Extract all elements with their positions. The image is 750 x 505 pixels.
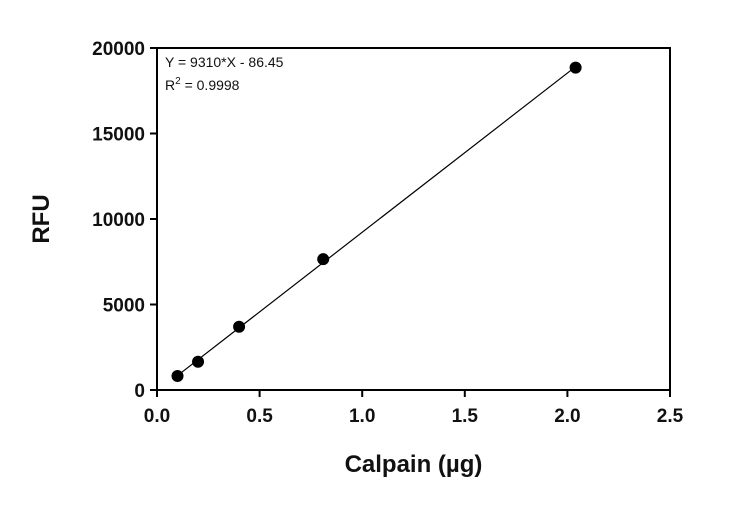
y-axis-title: RFU (28, 194, 55, 243)
y-tick-label: 15000 (92, 125, 145, 146)
x-tick-label: 1.0 (349, 406, 375, 427)
plot-area (156, 47, 671, 391)
r-squared-superscript: 2 (175, 76, 181, 87)
data-point (317, 253, 330, 266)
y-tick-label: 5000 (103, 296, 145, 317)
y-axis-ticks: 0 5000 10000 15000 20000 (92, 39, 157, 402)
data-points (171, 61, 582, 382)
x-tick-label: 1.5 (452, 406, 479, 427)
plot-frame (156, 47, 671, 391)
x-axis-title: Calpain (µg) (345, 451, 483, 478)
x-tick-label: 0.0 (144, 406, 170, 427)
x-tick-label: 2.0 (554, 406, 580, 427)
r-squared-annotation: R2 = 0.9998 (165, 76, 240, 93)
data-point (569, 61, 582, 74)
data-point (192, 355, 205, 368)
y-tick-label: 0 (134, 381, 145, 402)
y-tick-label: 20000 (92, 39, 145, 60)
x-tick-label: 2.5 (657, 406, 684, 427)
y-tick-label: 10000 (92, 210, 145, 231)
data-point (171, 369, 184, 382)
equation-annotation: Y = 9310*X - 86.45 (165, 54, 284, 70)
x-axis-ticks: 0.0 0.5 1.0 1.5 2.0 2.5 (144, 390, 684, 427)
r-squared-prefix: R (165, 77, 175, 93)
data-point (233, 320, 246, 333)
x-tick-label: 0.5 (246, 406, 273, 427)
r-squared-value: = 0.9998 (181, 77, 240, 93)
